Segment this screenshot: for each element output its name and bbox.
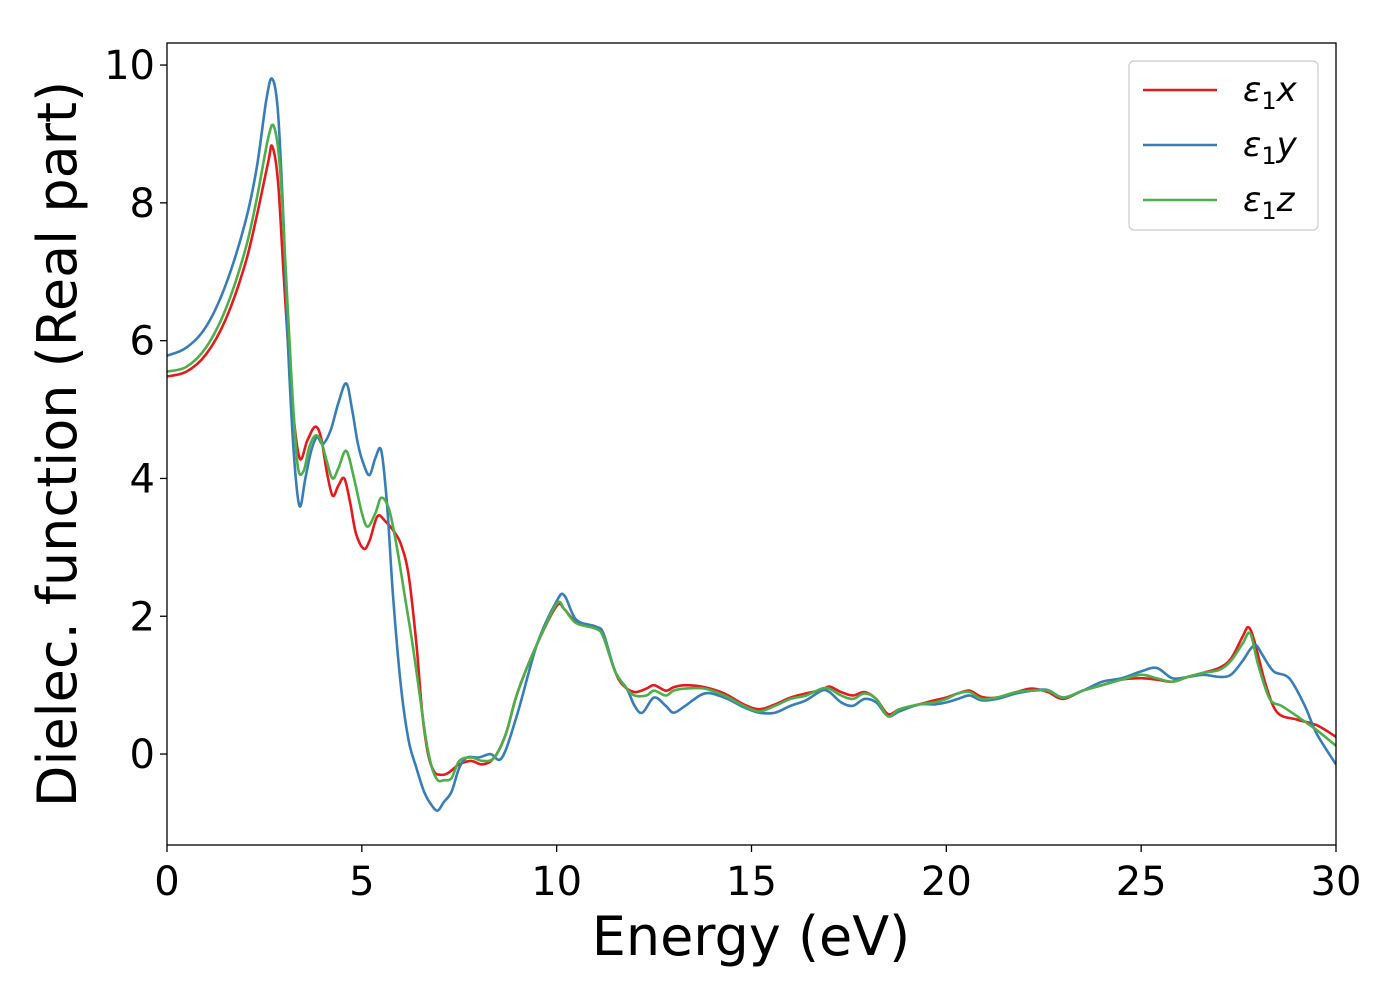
- x-axis-label: Energy (eV): [592, 905, 911, 968]
- x-axis: 0 5 10 15 20 25 30: [154, 845, 1361, 905]
- y-tick-label: 2: [130, 594, 155, 640]
- x-tick-label: 10: [531, 859, 582, 905]
- series-line-z: [167, 123, 1336, 783]
- x-tick-label: 20: [921, 859, 972, 905]
- legend-box: [1128, 60, 1319, 231]
- legend-label-z: ε1z: [1243, 180, 1296, 225]
- legend-label-y: ε1y: [1243, 125, 1298, 170]
- x-tick-label: 30: [1311, 859, 1362, 905]
- legend: ε1x ε1y ε1z: [1128, 60, 1319, 231]
- y-axis: 0 2 4 6 8 10: [104, 43, 167, 778]
- x-tick-label: 25: [1116, 859, 1167, 905]
- x-tick-label: 5: [349, 859, 374, 905]
- y-axis-label: Dielec. function (Real part): [26, 81, 89, 807]
- series-layer: [167, 77, 1336, 812]
- y-tick-label: 8: [130, 181, 155, 227]
- y-tick-label: 4: [130, 456, 155, 502]
- x-tick-label: 15: [726, 859, 777, 905]
- legend-label-x: ε1x: [1243, 70, 1298, 115]
- y-tick-label: 6: [130, 319, 155, 365]
- y-tick-label: 10: [104, 43, 155, 89]
- x-tick-label: 0: [154, 859, 179, 905]
- y-tick-label: 0: [130, 732, 155, 778]
